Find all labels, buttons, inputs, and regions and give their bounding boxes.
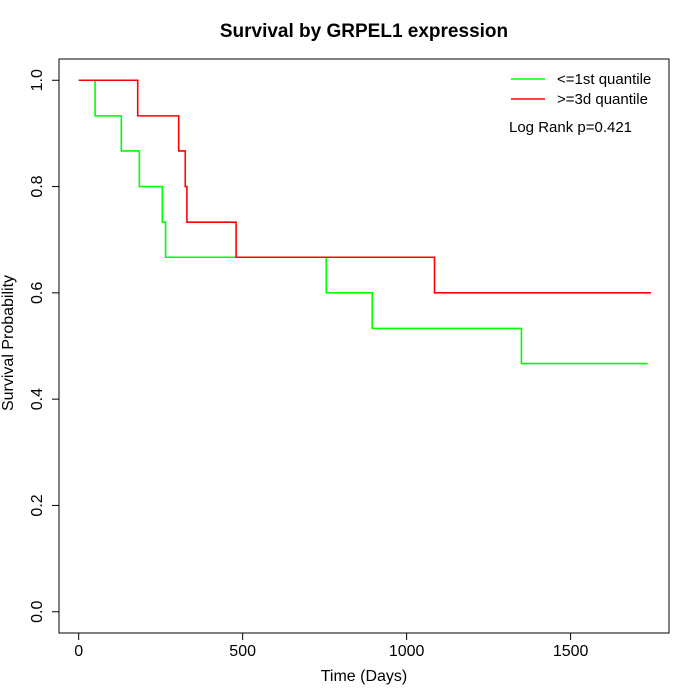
y-tick-label: 0.6 <box>29 282 46 304</box>
y-tick-label: 0.2 <box>29 494 46 516</box>
x-tick-label: 500 <box>229 643 256 660</box>
chart-title: Survival by GRPEL1 expression <box>220 21 508 42</box>
x-axis-title: Time (Days) <box>321 668 408 685</box>
x-tick-label: 0 <box>74 643 83 660</box>
series-layer <box>78 79 651 365</box>
y-axis-title: Survival Probability <box>0 275 17 411</box>
y-tick-label: 0.0 <box>29 601 46 623</box>
y-tick-label: 0.4 <box>29 388 46 410</box>
legend: <=1st quantile >=3d quantile <box>511 71 651 108</box>
x-axis: 0 500 1000 1500 <box>74 632 589 660</box>
survival-curve-series-1 <box>78 79 648 365</box>
x-tick-label: 1000 <box>389 643 425 660</box>
x-tick-label: 1500 <box>553 643 589 660</box>
survival-curve-series-2 <box>78 79 651 294</box>
y-tick-label: 1.0 <box>29 69 46 91</box>
y-axis: 0.0 0.2 0.4 0.6 0.8 1.0 <box>29 69 60 623</box>
legend-label: <=1st quantile <box>557 71 651 88</box>
legend-label: >=3d quantile <box>557 91 648 108</box>
log-rank-annotation: Log Rank p=0.421 <box>509 119 632 136</box>
y-tick-label: 0.8 <box>29 175 46 197</box>
plot-area-frame <box>58 58 670 634</box>
